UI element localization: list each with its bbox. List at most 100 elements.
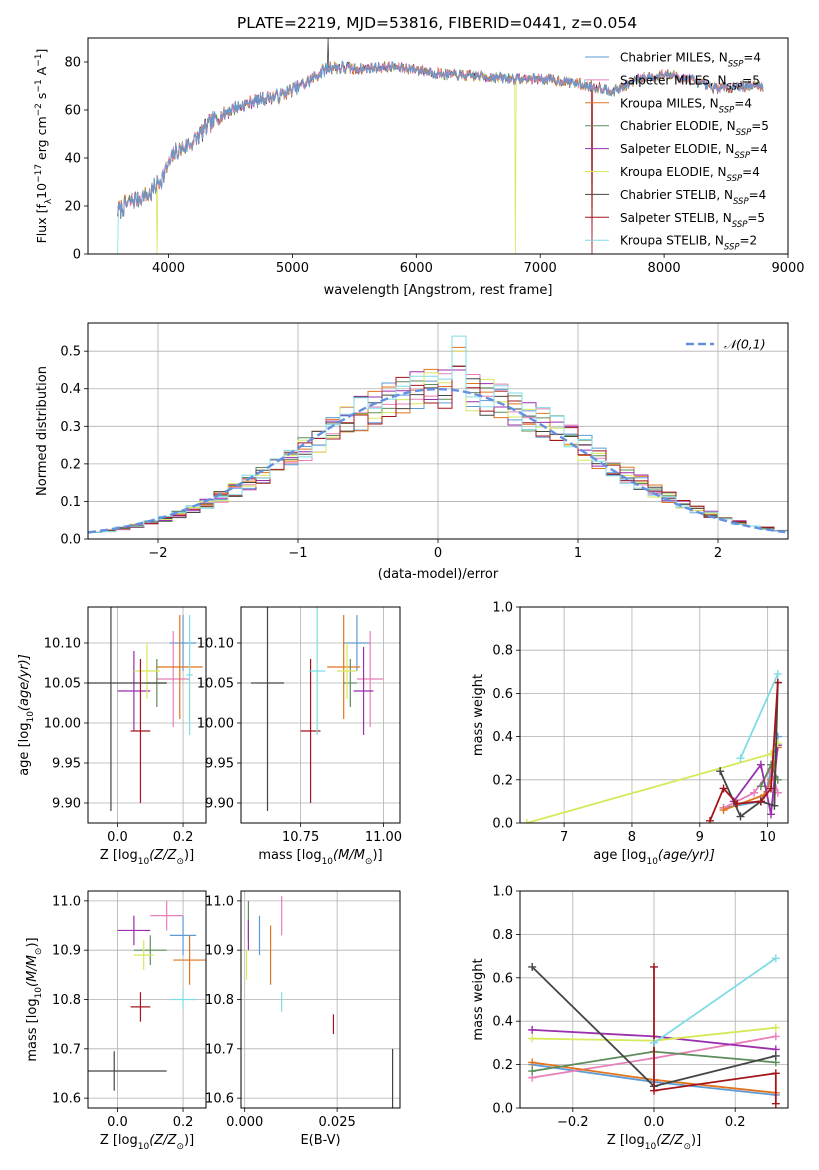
errorbar-point (130, 992, 151, 1022)
legend-text: Salpeter ELODIE, N (620, 142, 734, 156)
weight-marker (767, 784, 776, 793)
weight-marker (528, 962, 537, 971)
label-part: ⊙ (176, 857, 184, 867)
legend-suffix: =4 (749, 188, 767, 202)
errorbar-point (150, 900, 184, 931)
y-tick-label: 10.6 (52, 1092, 81, 1107)
panel-mass-vs-Z: 0.0 0.210.610.710.810.911.0Z [log10(Z/Z⊙)… (25, 890, 207, 1152)
errorbar-point (169, 915, 197, 956)
errorbar-point (156, 631, 190, 727)
x-tick-label: 9000 (771, 261, 804, 276)
legend-label: 𝒩(0,1) (724, 337, 766, 352)
x-axis-label: Z [log10(Z/Z⊙)] (100, 1133, 194, 1152)
weight-series (705, 678, 782, 823)
y-tick-label: 0.4 (492, 730, 513, 745)
y-tick-label: 9.90 (205, 797, 234, 812)
y-tick-label: 10.8 (52, 993, 81, 1008)
y-tick-label: 10.8 (205, 993, 234, 1008)
normal-curve (88, 387, 786, 534)
label-part: age [log (593, 848, 646, 863)
y-tick-label: 40 (64, 152, 81, 167)
spectrum-line (117, 61, 764, 254)
x-tick-label: 6000 (400, 261, 433, 276)
label-part: (M/M (333, 848, 365, 863)
weight-marker (756, 782, 765, 791)
weight-marker (771, 1023, 780, 1032)
legend-label: Salpeter MILES, NSSP=5 (620, 73, 760, 92)
errorbar-point (308, 607, 326, 735)
weight-marker (756, 760, 765, 769)
label-part: 10 (646, 857, 658, 867)
label-part: (age/yr)] (17, 654, 32, 711)
plot-area (88, 335, 788, 539)
weight-marker (773, 678, 782, 687)
x-tick-label: 0.000 (226, 1115, 263, 1130)
label-part: )] (184, 848, 194, 863)
weight-marker (767, 760, 776, 769)
label-part: Z [log (100, 848, 138, 863)
legend-text: Chabrier ELODIE, N (620, 119, 736, 133)
legend-sub: SSP (727, 174, 743, 184)
y-tick-label: 11.0 (52, 894, 81, 909)
errorbar-point (356, 631, 384, 727)
y-tick-label: 9.95 (205, 757, 234, 772)
legend-label: Salpeter STELIB, NSSP=5 (620, 211, 765, 230)
x-axis-label: Z [log10(Z/Z⊙)] (100, 848, 194, 867)
label-part: )] (25, 937, 40, 947)
weight-marker (528, 1025, 537, 1034)
label-part: −1 (34, 79, 44, 92)
weight-line (653, 967, 777, 1104)
histogram-series (88, 335, 788, 539)
y-tick-label: 10.10 (197, 637, 234, 652)
weight-series (650, 954, 780, 1047)
label-part: ⊙ (176, 1142, 184, 1152)
errorbar-point (343, 615, 371, 671)
weight-marker (528, 1034, 537, 1043)
weight-marker (716, 767, 725, 776)
x-tick-label: 0.0 (107, 1115, 128, 1130)
weight-marker (750, 788, 759, 797)
plot-area (88, 900, 206, 1091)
legend-label: Kroupa STELIB, NSSP=2 (620, 234, 757, 253)
weight-series (736, 669, 782, 763)
label-part: mass weight (471, 674, 486, 756)
label-part: mass [log (258, 848, 321, 863)
weight-marker (528, 1058, 537, 1067)
y-axis-label: mass weight (471, 674, 486, 756)
label-part: 10 (34, 183, 49, 199)
legend-label: Salpeter ELODIE, NSSP=4 (620, 142, 768, 161)
y-tick-label: 10.6 (205, 1092, 234, 1107)
label-part: E(B-V) (300, 1133, 340, 1148)
weight-line (739, 673, 779, 759)
x-axis-label: age [log10(age/yr)] (593, 848, 715, 867)
plot-area (245, 895, 394, 1108)
label-part: −17 (34, 164, 44, 183)
legend-sub: SSP (733, 197, 749, 207)
plot-area (250, 607, 384, 811)
legend-text: Chabrier MILES, N (620, 51, 728, 65)
weight-line (653, 957, 777, 1044)
label-part: 10 (645, 1142, 657, 1152)
legend-sub: SSP (732, 220, 748, 230)
y-tick-label: 9.90 (52, 797, 81, 812)
legend-suffix: =5 (742, 73, 760, 87)
label-part: 10 (34, 987, 44, 999)
y-axis-label: Flux [fλ10−17 erg cm−2 s−1 A−1] (34, 49, 54, 244)
panel-weight-vs-Z: −0.2 0.0 0.2 0.0 0.2 0.4 0.6 0.8 1.0 Z [log10(Z/Z… (471, 885, 789, 1152)
y-axis-label: age [log10(age/yr)] (17, 654, 36, 776)
label-part: (Z/Z (149, 1133, 177, 1148)
x-tick-label: −0.2 (557, 1115, 589, 1130)
label-part: )] (691, 1133, 701, 1148)
label-part: 10 (26, 711, 36, 723)
plot-area (88, 607, 203, 811)
legend-sub: SSP (736, 128, 752, 138)
label-part: λ (44, 198, 54, 204)
weight-marker (650, 1038, 658, 1047)
label-part: A (34, 66, 49, 79)
label-part: )] (372, 848, 382, 863)
x-tick-label: 0.025 (319, 1115, 356, 1130)
y-tick-label: 10.10 (44, 637, 81, 652)
